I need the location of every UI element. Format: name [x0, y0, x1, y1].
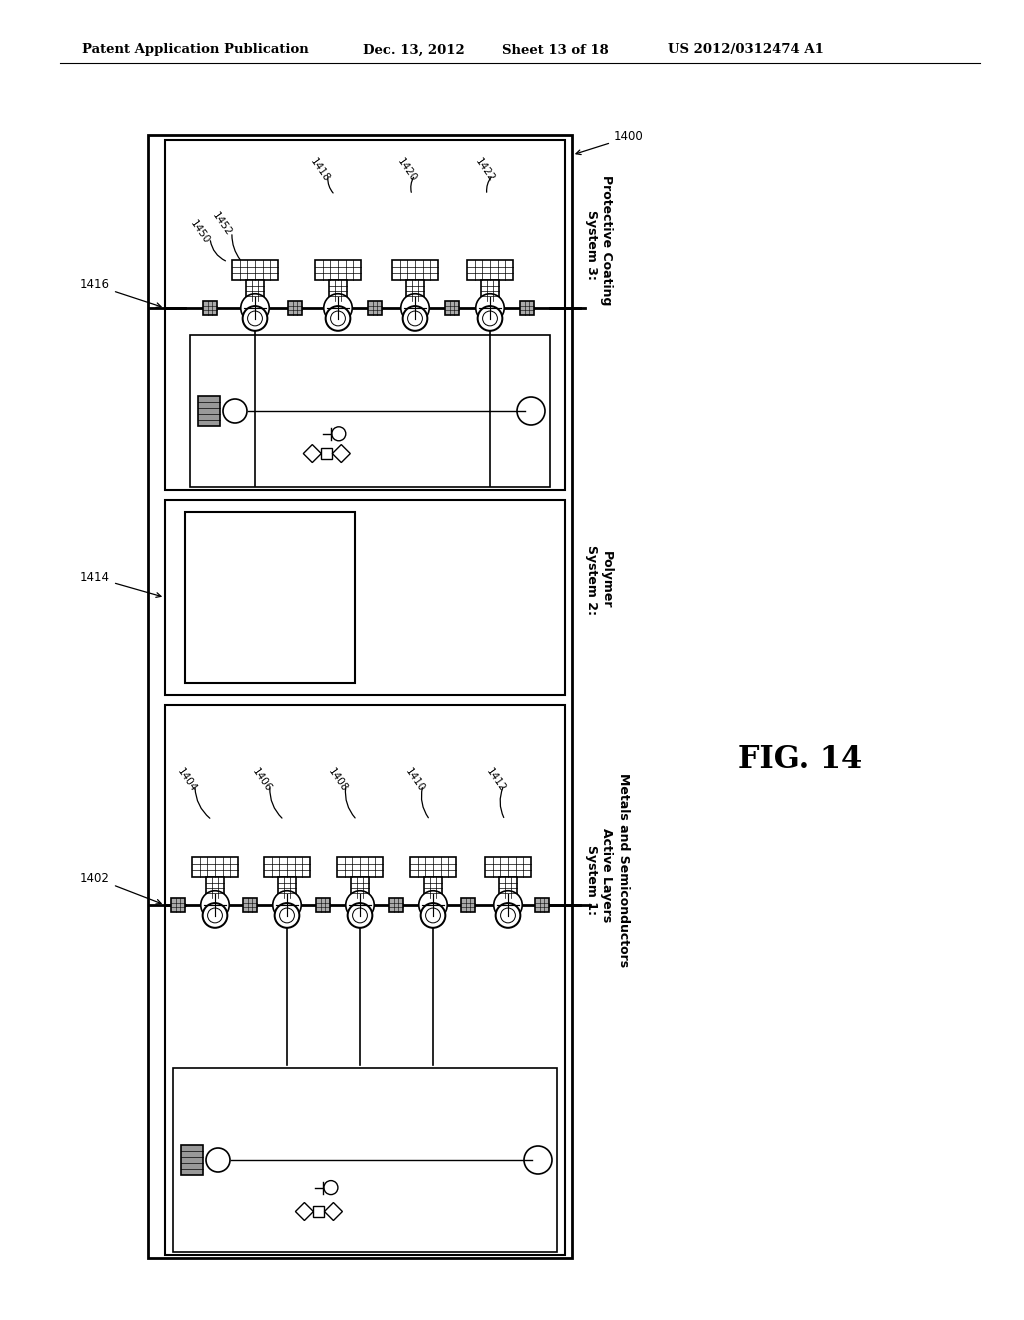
- Text: System 3:: System 3:: [585, 210, 598, 280]
- Circle shape: [203, 903, 227, 928]
- Bar: [411, 857, 456, 878]
- Bar: [148, 135, 572, 1258]
- Circle shape: [494, 891, 522, 919]
- Text: Active Layers: Active Layers: [600, 828, 613, 923]
- Bar: [243, 898, 257, 912]
- Bar: [337, 857, 383, 878]
- Circle shape: [496, 903, 520, 928]
- Text: 1452: 1452: [210, 210, 233, 238]
- Circle shape: [326, 306, 350, 331]
- Bar: [165, 705, 565, 1255]
- Text: 1420: 1420: [395, 156, 419, 183]
- Circle shape: [241, 294, 269, 322]
- Circle shape: [477, 306, 503, 331]
- Bar: [481, 280, 499, 301]
- Circle shape: [272, 891, 301, 919]
- Text: System 1:: System 1:: [585, 845, 598, 915]
- Bar: [389, 898, 403, 912]
- Bar: [190, 335, 550, 487]
- Circle shape: [274, 903, 299, 928]
- Bar: [461, 898, 475, 912]
- Bar: [330, 280, 346, 301]
- Text: Metals and Semiconductors: Metals and Semiconductors: [617, 774, 630, 968]
- Bar: [392, 260, 438, 280]
- Text: Dec. 13, 2012: Dec. 13, 2012: [362, 44, 465, 57]
- Bar: [247, 280, 263, 301]
- Bar: [500, 878, 516, 899]
- Bar: [185, 512, 355, 682]
- Text: FIG. 14: FIG. 14: [738, 744, 862, 776]
- Text: 1410: 1410: [403, 767, 427, 793]
- Bar: [322, 447, 333, 459]
- Bar: [173, 1068, 557, 1251]
- Bar: [425, 878, 441, 899]
- Text: Sheet 13 of 18: Sheet 13 of 18: [502, 44, 608, 57]
- Text: 1416: 1416: [80, 279, 161, 308]
- Text: Protective Coating: Protective Coating: [600, 174, 613, 305]
- Text: Polymer: Polymer: [600, 552, 613, 609]
- Bar: [198, 396, 220, 426]
- Bar: [467, 260, 513, 280]
- Circle shape: [476, 294, 504, 322]
- Text: Patent Application Publication: Patent Application Publication: [82, 44, 309, 57]
- Circle shape: [324, 294, 352, 322]
- Bar: [313, 1206, 325, 1217]
- Bar: [520, 301, 535, 315]
- Text: 1422: 1422: [473, 156, 497, 183]
- Bar: [203, 301, 217, 315]
- Circle shape: [348, 903, 373, 928]
- Circle shape: [346, 891, 374, 919]
- Circle shape: [243, 306, 267, 331]
- Bar: [193, 857, 238, 878]
- Bar: [232, 260, 278, 280]
- Bar: [264, 857, 310, 878]
- Bar: [181, 1144, 203, 1175]
- Circle shape: [419, 891, 447, 919]
- Bar: [368, 301, 382, 315]
- Bar: [407, 280, 424, 301]
- Text: 1402: 1402: [80, 871, 161, 904]
- Bar: [207, 878, 223, 899]
- Bar: [315, 898, 330, 912]
- Text: 1406: 1406: [250, 767, 273, 793]
- Circle shape: [400, 294, 429, 322]
- Text: 1404: 1404: [175, 767, 199, 793]
- Bar: [279, 878, 296, 899]
- Bar: [315, 260, 360, 280]
- Text: US 2012/0312474 A1: US 2012/0312474 A1: [668, 44, 824, 57]
- Text: 1450: 1450: [188, 218, 212, 246]
- Circle shape: [201, 891, 229, 919]
- Bar: [165, 500, 565, 696]
- Text: 1400: 1400: [575, 131, 644, 154]
- Bar: [288, 301, 302, 315]
- Text: 1418: 1418: [308, 156, 332, 183]
- Text: 1414: 1414: [80, 572, 161, 598]
- Text: 1412: 1412: [484, 767, 508, 793]
- Circle shape: [421, 903, 445, 928]
- Bar: [535, 898, 549, 912]
- Bar: [485, 857, 530, 878]
- Bar: [165, 140, 565, 490]
- Text: System 2:: System 2:: [585, 545, 598, 615]
- Text: 1408: 1408: [327, 767, 349, 793]
- Bar: [444, 301, 459, 315]
- Circle shape: [402, 306, 427, 331]
- Bar: [351, 878, 369, 899]
- Bar: [171, 898, 185, 912]
